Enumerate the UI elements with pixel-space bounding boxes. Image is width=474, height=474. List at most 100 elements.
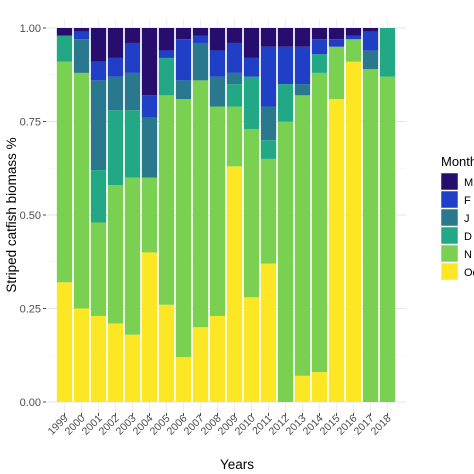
bar-segment-2000-m [73, 28, 90, 32]
bar-segment-2002-d [107, 110, 124, 186]
bar-segment-1999-m [56, 28, 73, 36]
bar-segment-2003-j [124, 72, 141, 111]
bar-segment-2017-n [362, 69, 379, 402]
bar-segment-2009-f [226, 42, 243, 73]
bar-segment-2008-n [209, 106, 226, 316]
bar-segment-2010-oc [243, 297, 260, 402]
bar-segment-2004-j [141, 117, 158, 178]
bar-segment-2006-f [175, 39, 192, 81]
legend-label: Oc [464, 267, 474, 279]
y-tick-label: 0.25 [20, 304, 41, 316]
bar-segment-2016-m [345, 28, 362, 36]
bar-segment-2009-oc [226, 166, 243, 402]
bar-segment-2008-j [209, 76, 226, 107]
bar-segment-2006-oc [175, 357, 192, 402]
x-axis-ticks: 1999200020012002200320042005200620072008… [46, 413, 394, 438]
bar-segment-2000-n [73, 72, 90, 309]
bar-segment-2009-j [226, 72, 243, 85]
bar-segment-2016-f [345, 35, 362, 40]
bar-segment-2012-n [277, 121, 294, 402]
y-axis-title: Striped catfish biomass % [4, 137, 19, 292]
bar-segment-2011-d [260, 140, 277, 159]
bar-segment-2004-f [141, 95, 158, 118]
bar-segment-2011-oc [260, 263, 277, 402]
bar-segment-2009-d [226, 84, 243, 107]
legend-label: N [464, 249, 472, 261]
y-axis-ticks: 0.00 0.25 0.50 0.75 1.00 [20, 23, 46, 409]
bar-segment-2004-n [141, 177, 158, 253]
bar-segment-2015-oc [328, 99, 345, 402]
legend-label: F [464, 195, 471, 207]
bar-segment-2012-d [277, 84, 294, 122]
bar-segment-2013-j [294, 84, 311, 96]
bar-segment-2001-m [90, 28, 107, 62]
bar-segment-2010-n [243, 128, 260, 298]
bar-segment-2016-n [345, 39, 362, 62]
bar-segment-2005-oc [158, 304, 175, 402]
bar-segment-2009-n [226, 106, 243, 167]
legend-label: M [464, 177, 473, 189]
bar-segment-2013-n [294, 95, 311, 376]
legend-title: Month [441, 154, 474, 169]
bar-segment-2016-oc [345, 61, 362, 402]
bar-segment-2011-m [260, 28, 277, 47]
bar-segment-2000-f [73, 31, 90, 40]
x-axis-title: Years [220, 457, 254, 472]
bar-segment-2010-f [243, 57, 260, 77]
bar-segment-2002-m [107, 28, 124, 58]
bar-segment-2008-m [209, 28, 226, 51]
bar-segment-2001-oc [90, 315, 107, 402]
bar-segment-2005-f [158, 50, 175, 58]
bar-segment-2003-oc [124, 334, 141, 402]
bar-segment-2018-d [379, 28, 396, 77]
bar-segment-2015-m [328, 28, 345, 40]
bar-segment-2006-m [175, 28, 192, 40]
bar-segment-1999-oc [56, 282, 73, 402]
bar-segment-2001-j [90, 80, 107, 171]
y-tick-label: 0.00 [20, 397, 41, 409]
bar-segment-2017-j [362, 50, 379, 70]
bar-segment-2011-f [260, 46, 277, 107]
bar-segment-2002-f [107, 57, 124, 77]
bar-segment-2000-j [73, 39, 90, 73]
bar-segment-2013-oc [294, 375, 311, 402]
bar-segment-2006-n [175, 99, 192, 358]
bar-segment-2012-m [277, 28, 294, 47]
legend-key-f [440, 190, 459, 209]
bar-segment-2003-d [124, 110, 141, 178]
legend-label: J [464, 213, 470, 225]
bar-segment-2014-f [311, 39, 328, 55]
bar-segment-2007-f [192, 35, 209, 43]
legend-label: D [464, 231, 472, 243]
bar-segment-2002-n [107, 185, 124, 324]
bar-segment-2018-n [379, 76, 396, 403]
bar-segment-2014-m [311, 28, 328, 40]
bar-segment-2001-n [90, 222, 107, 316]
bar-segment-1999-d [56, 35, 73, 62]
bar-segment-2017-m [362, 28, 379, 32]
bar-segment-2013-f [294, 46, 311, 85]
bar-segment-2005-d [158, 57, 175, 96]
bar-segment-2004-oc [141, 252, 158, 402]
bar-segment-1999-n [56, 61, 73, 283]
legend-key-n [440, 244, 459, 263]
bar-segment-2014-oc [311, 372, 328, 402]
bar-segment-2010-m [243, 28, 260, 58]
bar-segment-2014-n [311, 72, 328, 373]
bar-segment-2008-oc [209, 315, 226, 402]
y-tick-label: 0.75 [20, 117, 41, 129]
bar-segment-2003-n [124, 177, 141, 335]
bar-segment-2005-m [158, 28, 175, 51]
x-tick-label: 2018 [369, 413, 394, 438]
bar-segment-2017-f [362, 31, 379, 51]
bar-segment-2003-f [124, 42, 141, 73]
y-tick-label: 1.00 [20, 23, 41, 35]
bar-segment-2003-m [124, 28, 141, 43]
bar-segment-2006-j [175, 80, 192, 100]
legend-key-oc [440, 262, 459, 281]
bar-segment-2004-m [141, 28, 158, 96]
bar-segment-2007-oc [192, 327, 209, 402]
bar-segment-2002-j [107, 76, 124, 111]
